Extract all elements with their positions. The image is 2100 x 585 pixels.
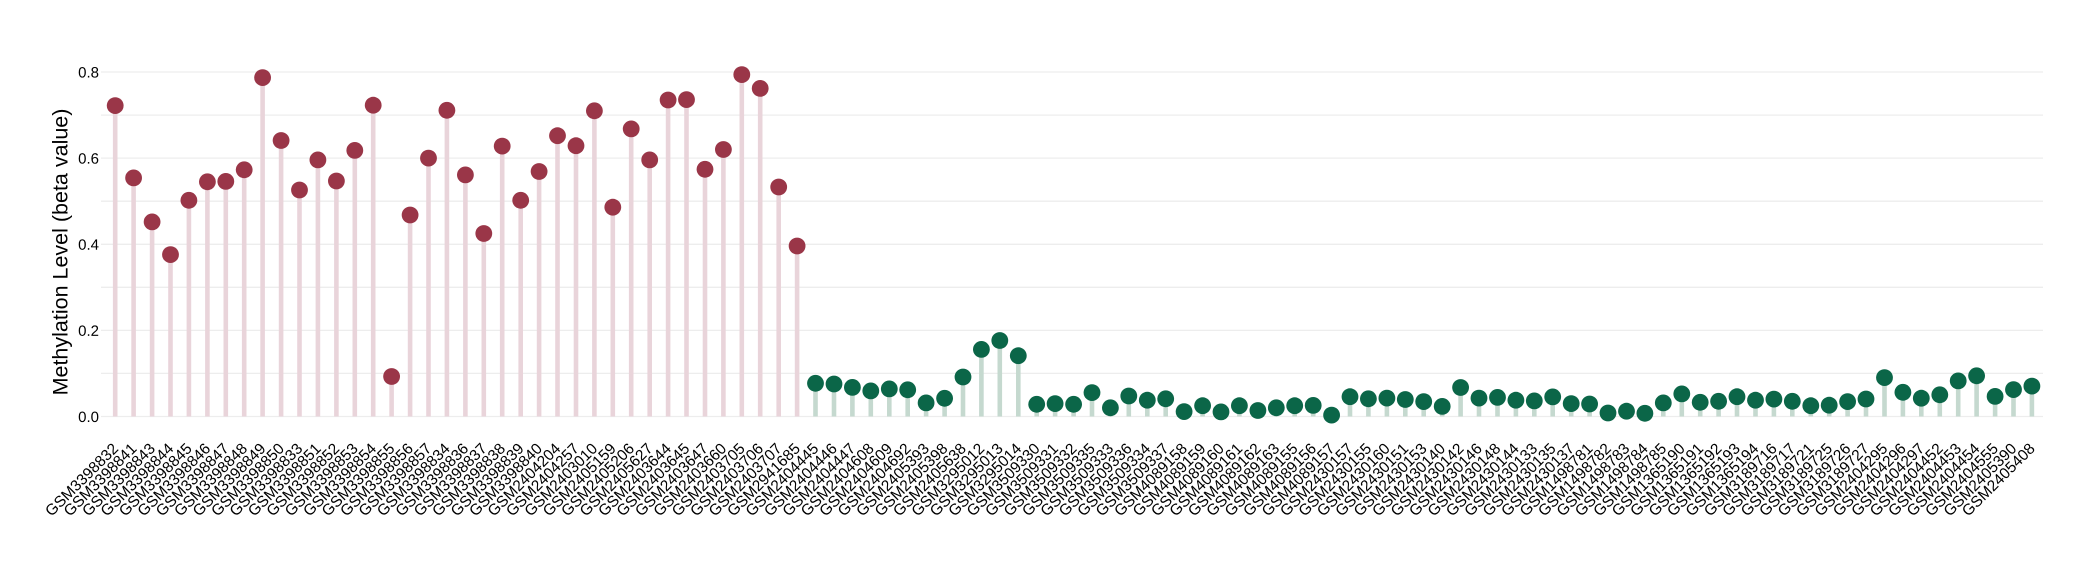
svg-text:0.2: 0.2 — [78, 323, 99, 340]
svg-text:0.0: 0.0 — [78, 409, 99, 426]
svg-text:Methylation Level (beta value): Methylation Level (beta value) — [49, 109, 73, 396]
svg-text:0.4: 0.4 — [78, 237, 99, 254]
svg-text:0.8: 0.8 — [78, 64, 99, 81]
svg-text:0.6: 0.6 — [78, 151, 99, 168]
